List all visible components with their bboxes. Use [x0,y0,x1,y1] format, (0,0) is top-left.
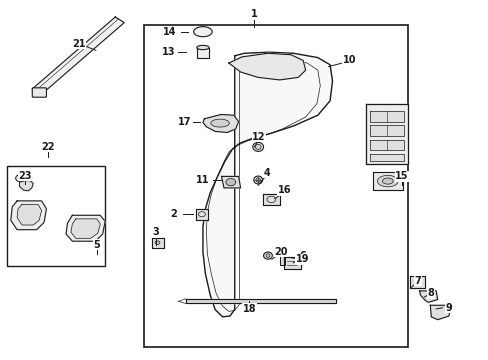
Text: 15: 15 [394,171,408,181]
Polygon shape [197,48,209,58]
Ellipse shape [263,252,272,259]
Text: 12: 12 [252,132,265,142]
Ellipse shape [253,176,262,184]
Polygon shape [372,172,403,190]
Polygon shape [369,111,403,122]
Text: 23: 23 [19,171,32,181]
Polygon shape [32,17,124,95]
Text: 11: 11 [196,175,209,185]
Text: 3: 3 [152,227,159,237]
Text: 19: 19 [295,254,308,264]
Polygon shape [369,125,403,136]
Polygon shape [71,219,100,238]
Text: 8: 8 [427,288,434,298]
Polygon shape [409,276,425,288]
Ellipse shape [377,175,397,187]
FancyBboxPatch shape [32,88,46,97]
Polygon shape [228,53,305,80]
Polygon shape [365,104,407,164]
Text: 17: 17 [178,117,191,127]
Polygon shape [185,299,336,303]
Text: 14: 14 [163,27,177,37]
Polygon shape [203,52,332,317]
Polygon shape [279,250,285,265]
Text: 13: 13 [162,47,175,57]
Circle shape [16,175,25,182]
Polygon shape [221,176,240,188]
Polygon shape [283,257,300,269]
Text: 4: 4 [263,168,269,178]
Polygon shape [419,291,437,302]
Polygon shape [66,215,105,241]
Ellipse shape [196,45,209,50]
Text: 10: 10 [342,55,356,66]
Text: 6: 6 [299,251,306,261]
Text: 20: 20 [274,247,287,257]
Polygon shape [151,238,163,248]
Text: 9: 9 [445,303,451,313]
Polygon shape [369,154,403,161]
Text: 5: 5 [93,240,100,250]
Ellipse shape [382,178,392,184]
Bar [7,166,105,266]
Text: 2: 2 [170,209,177,219]
Polygon shape [17,204,41,225]
Ellipse shape [155,241,160,244]
Polygon shape [11,201,46,230]
Text: 18: 18 [242,304,256,314]
Ellipse shape [210,119,229,127]
Polygon shape [195,209,207,220]
Text: 1: 1 [250,9,257,19]
Polygon shape [369,140,403,150]
Polygon shape [263,194,279,205]
Polygon shape [20,181,33,191]
Circle shape [225,179,235,186]
Bar [144,25,407,347]
Ellipse shape [252,142,263,151]
Polygon shape [429,305,450,320]
Text: 7: 7 [414,276,421,286]
Ellipse shape [414,280,419,284]
Text: 16: 16 [277,185,291,195]
Text: 22: 22 [41,142,55,152]
Ellipse shape [265,254,269,257]
Text: 21: 21 [72,39,86,49]
Ellipse shape [255,144,261,149]
Polygon shape [203,114,238,132]
Ellipse shape [193,27,212,37]
Ellipse shape [256,178,260,182]
